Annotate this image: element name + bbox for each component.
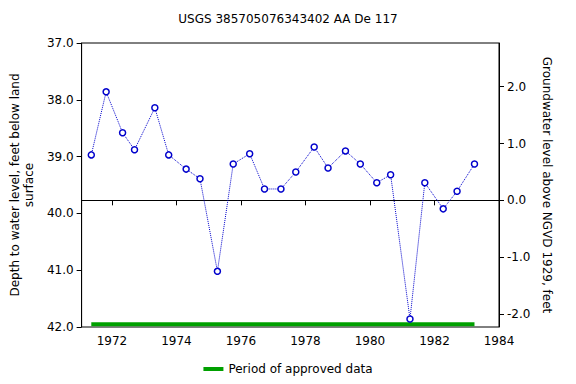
svg-text:Groundwater level above NGVD 1: Groundwater level above NGVD 1929, feet	[540, 57, 554, 314]
svg-text:1980: 1980	[355, 334, 386, 348]
svg-text:41.0: 41.0	[47, 263, 74, 277]
svg-text:1984: 1984	[484, 334, 515, 348]
svg-text:1.0: 1.0	[507, 137, 526, 151]
svg-text:surface: surface	[22, 163, 36, 207]
svg-text:38.0: 38.0	[47, 93, 74, 107]
svg-text:1982: 1982	[419, 334, 450, 348]
svg-text:40.0: 40.0	[47, 206, 74, 220]
svg-text:1978: 1978	[290, 334, 321, 348]
svg-text:-1.0: -1.0	[507, 250, 530, 264]
svg-text:-2.0: -2.0	[507, 307, 530, 321]
svg-text:USGS 385705076343402 AA De 117: USGS 385705076343402 AA De 117	[178, 12, 397, 26]
svg-text:1974: 1974	[161, 334, 192, 348]
svg-text:Depth to water level, feet bel: Depth to water level, feet below land	[8, 73, 22, 296]
svg-text:39.0: 39.0	[47, 150, 74, 164]
svg-text:2.0: 2.0	[507, 80, 526, 94]
svg-text:37.0: 37.0	[47, 36, 74, 50]
svg-text:1976: 1976	[226, 334, 257, 348]
svg-text:Period of approved data: Period of approved data	[228, 362, 372, 376]
svg-text:42.0: 42.0	[47, 320, 74, 334]
svg-text:1972: 1972	[97, 334, 128, 348]
svg-text:0.0: 0.0	[507, 193, 526, 207]
